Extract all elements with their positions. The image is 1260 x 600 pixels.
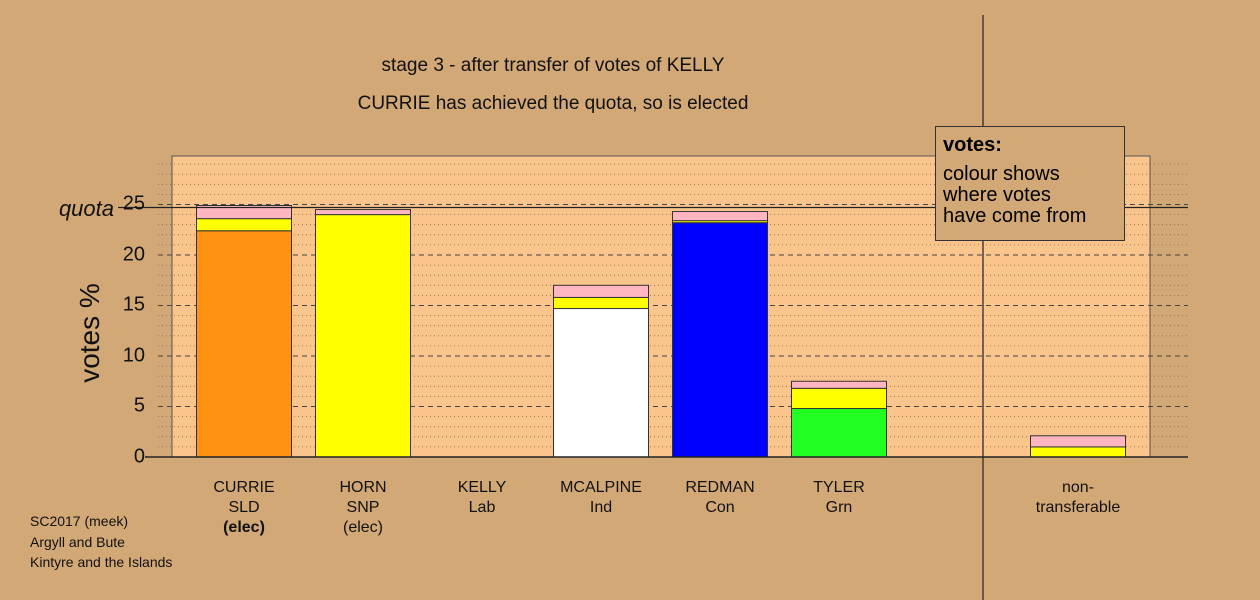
candidate-name: TYLER	[813, 479, 865, 496]
candidate-label-redman: REDMAN Con	[650, 478, 790, 518]
footer-line: Kintyre and the Islands	[30, 554, 173, 570]
legend-title: votes:	[943, 134, 1002, 156]
candidate-label-currie: CURRIE SLD (elec)	[174, 478, 314, 538]
candidate-label-mcalpine: MCALPINE Ind	[531, 478, 671, 518]
bar-segment-non-transferable	[1030, 446, 1126, 458]
candidate-party: Grn	[825, 499, 853, 516]
bar-segment-mcalpine	[553, 284, 649, 298]
y-tick-label: 15	[122, 293, 145, 316]
non-transferable-label-line2: transferable	[1035, 499, 1121, 516]
bar-segment-horn	[315, 209, 411, 216]
candidate-label-tyler: TYLER Grn	[769, 478, 909, 518]
bar-segment-redman	[672, 222, 768, 458]
legend-line: colour shows	[943, 163, 1060, 185]
bar-segment-redman	[672, 211, 768, 222]
candidate-label-horn: HORN SNP (elec)	[293, 478, 433, 538]
bar-segment-horn	[315, 214, 411, 458]
quota-label: quota	[58, 196, 114, 221]
legend-box: votes: colour shows where votes have com…	[935, 126, 1125, 241]
non-transferable-label-line1: non-	[1061, 479, 1095, 496]
legend-line: where votes	[943, 184, 1051, 206]
candidate-status: (elec)	[342, 519, 383, 536]
y-axis-label: votes %	[74, 283, 105, 383]
candidate-label-kelly: KELLY Lab	[412, 478, 552, 518]
bar-segment-currie	[196, 218, 292, 232]
footer-line: SC2017 (meek)	[30, 513, 129, 529]
chart-title: stage 3 - after transfer of votes of KEL…	[381, 55, 725, 76]
y-tick-label: 5	[133, 394, 145, 417]
footer-note: SC2017 (meek) Argyll and Bute Kintyre an…	[30, 511, 172, 573]
bar-segment-tyler	[791, 380, 887, 389]
candidate-name: HORN	[339, 479, 387, 496]
footer-line: Argyll and Bute	[30, 533, 125, 550]
bar-segment-tyler	[791, 408, 887, 458]
candidate-name: REDMAN	[685, 479, 755, 496]
bar-segment-currie	[196, 230, 292, 458]
candidate-party: SNP	[346, 499, 380, 516]
y-tick-label: 25	[122, 192, 145, 215]
y-tick-label: 0	[133, 445, 145, 468]
bar-segment-non-transferable	[1030, 435, 1126, 448]
chart-subtitle: CURRIE has achieved the quota, so is ele…	[357, 93, 749, 114]
bar-segment-currie	[196, 205, 292, 220]
candidate-name: KELLY	[457, 479, 507, 496]
candidate-party: SLD	[228, 499, 260, 516]
candidate-status: (elec)	[223, 519, 265, 536]
candidate-name: CURRIE	[213, 479, 275, 496]
candidate-party: Ind	[589, 499, 613, 516]
candidate-party: Con	[705, 499, 735, 516]
non-transferable-label: non- transferable	[1008, 478, 1148, 518]
y-tick-label: 10	[122, 344, 145, 367]
bar-segment-tyler	[791, 387, 887, 410]
y-tick-label: 20	[122, 243, 145, 266]
legend-line: have come from	[943, 205, 1087, 227]
candidate-party: Lab	[468, 499, 496, 516]
bar-segment-mcalpine	[553, 296, 649, 310]
bar-segment-mcalpine	[553, 308, 649, 458]
candidate-name: MCALPINE	[560, 479, 642, 496]
